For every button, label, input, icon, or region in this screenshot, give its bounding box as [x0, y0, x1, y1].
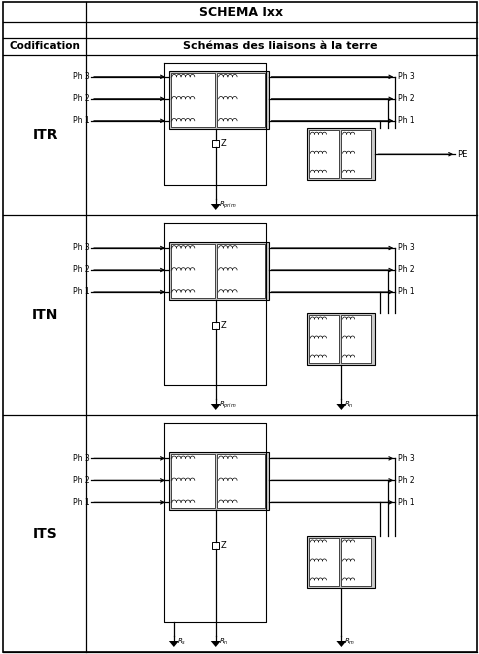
Text: Z: Z [221, 139, 227, 148]
Bar [169, 453, 269, 510]
Text: Codification: Codification [10, 41, 80, 51]
Text: Ph 1: Ph 1 [398, 288, 415, 296]
Bar [217, 73, 264, 127]
Polygon shape [169, 641, 179, 647]
Text: Ph 3: Ph 3 [398, 243, 415, 252]
Bar [169, 71, 269, 129]
Bar [169, 242, 269, 300]
Text: Ph 1: Ph 1 [398, 116, 415, 126]
Text: $R_{prim}$: $R_{prim}$ [219, 399, 237, 411]
Bar [341, 315, 371, 363]
Text: ITN: ITN [32, 308, 58, 322]
Text: $R_{prim}$: $R_{prim}$ [219, 199, 237, 211]
Polygon shape [211, 641, 221, 647]
Bar [309, 130, 339, 178]
Polygon shape [211, 204, 221, 210]
Text: Schémas des liaisons à la terre: Schémas des liaisons à la terre [183, 41, 378, 51]
Text: $R_m$: $R_m$ [344, 637, 356, 647]
Bar [308, 128, 375, 181]
Bar [171, 73, 215, 127]
Text: Ph 1: Ph 1 [73, 116, 90, 126]
Bar [309, 315, 339, 363]
Text: ITS: ITS [33, 526, 57, 540]
Text: Ph 2: Ph 2 [73, 476, 90, 485]
Text: $R_s$: $R_s$ [177, 637, 186, 647]
Text: $R_n$: $R_n$ [219, 637, 228, 647]
Text: ITR: ITR [33, 128, 58, 142]
Bar [309, 538, 339, 586]
Polygon shape [336, 641, 346, 647]
Bar [171, 244, 215, 298]
Bar [308, 313, 375, 365]
Bar [212, 139, 219, 146]
Polygon shape [211, 404, 221, 410]
Bar [217, 244, 264, 298]
Text: Ph 1: Ph 1 [398, 498, 415, 507]
Text: Ph 1: Ph 1 [73, 498, 90, 507]
Text: Ph 2: Ph 2 [398, 476, 415, 485]
Polygon shape [336, 404, 346, 410]
Text: Ph 2: Ph 2 [73, 266, 90, 275]
Bar [212, 322, 219, 328]
Bar [171, 455, 215, 508]
Text: Z: Z [221, 320, 227, 330]
Text: Ph 1: Ph 1 [73, 288, 90, 296]
Text: PE: PE [457, 150, 468, 159]
Text: Ph 2: Ph 2 [398, 94, 415, 103]
Text: Ph 2: Ph 2 [73, 94, 90, 103]
Text: Ph 2: Ph 2 [398, 266, 415, 275]
Text: Ph 3: Ph 3 [398, 454, 415, 463]
Bar [341, 538, 371, 586]
Text: Ph 3: Ph 3 [73, 243, 90, 252]
Bar [341, 130, 371, 178]
Bar [217, 455, 264, 508]
Text: SCHEMA Ixx: SCHEMA Ixx [199, 5, 283, 18]
Text: Ph 3: Ph 3 [398, 73, 415, 81]
Bar [212, 542, 219, 549]
Text: Ph 3: Ph 3 [73, 454, 90, 463]
Text: Z: Z [221, 541, 227, 550]
Text: Ph 3: Ph 3 [73, 73, 90, 81]
Text: $R_n$: $R_n$ [344, 400, 354, 410]
Bar [308, 536, 375, 588]
